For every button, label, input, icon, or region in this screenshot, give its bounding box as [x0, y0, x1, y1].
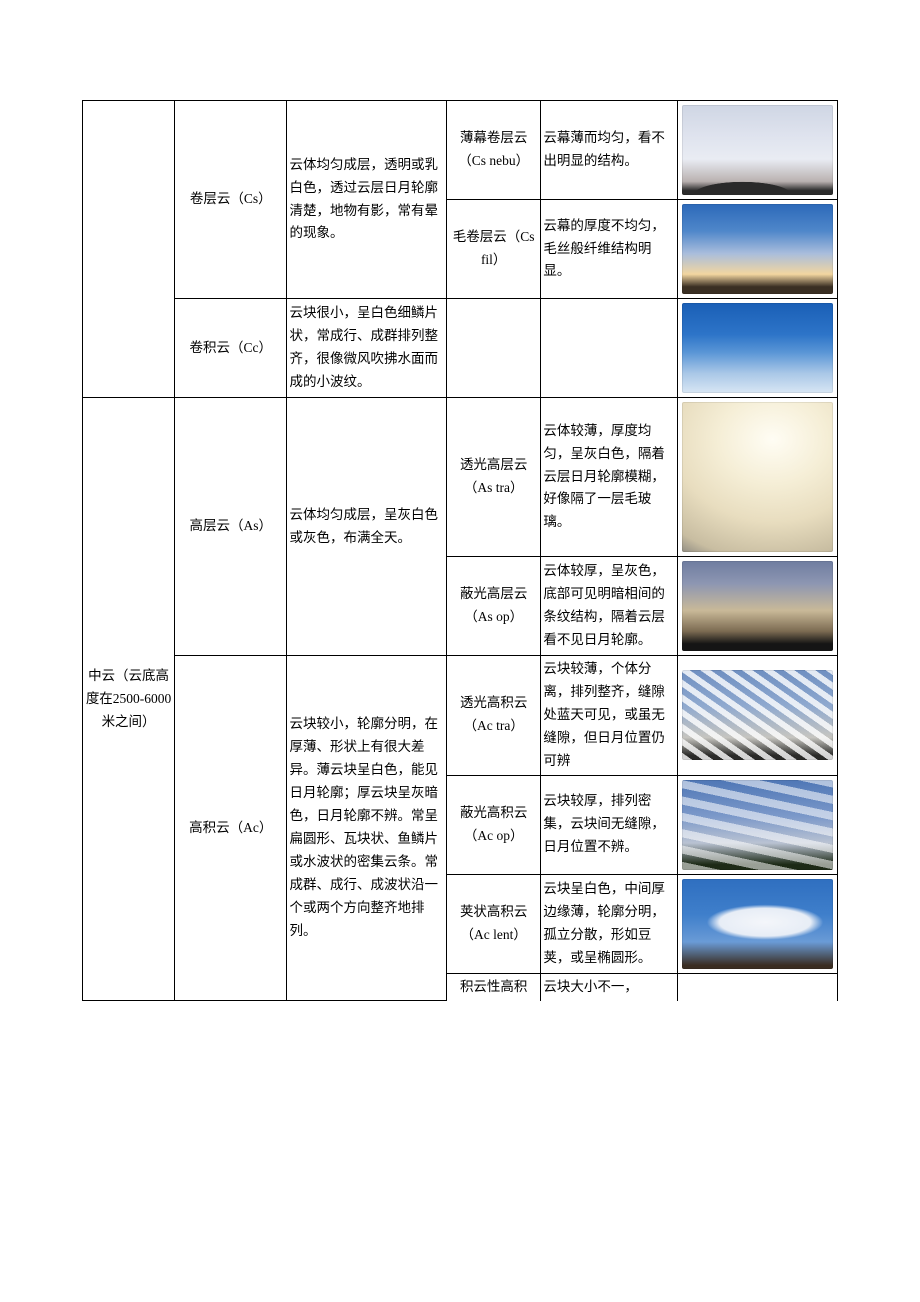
cloud-subtype-cell [447, 299, 541, 398]
cloud-image-cell [678, 656, 838, 776]
cloud-type-cell: 高层云（As） [175, 398, 287, 656]
cloud-photo [682, 303, 833, 393]
cloud-image-cell [678, 200, 838, 299]
cloud-subtype-desc: 云块大小不一， [541, 973, 678, 1000]
cloud-image-cell [678, 398, 838, 557]
cloud-image-cell [678, 973, 838, 1000]
cloud-image-cell [678, 775, 838, 874]
table-row: 高积云（Ac） 云块较小，轮廓分明，在厚薄、形状上有很大差异。薄云块呈白色，能见… [83, 656, 838, 776]
cloud-subtype-desc: 云块呈白色，中间厚边缘薄，轮廓分明，孤立分散，形如豆荚，或呈椭圆形。 [541, 874, 678, 973]
cloud-type-cell: 卷积云（Cc） [175, 299, 287, 398]
cloud-subtype-cell: 透光高层云（As tra） [447, 398, 541, 557]
cloud-subtype-cell: 蔽光高积云（Ac op） [447, 775, 541, 874]
cloud-photo [682, 879, 833, 969]
cloud-subtype-cell: 蔽光高层云（As op） [447, 557, 541, 656]
cloud-subtype-desc: 云体较薄，厚度均匀，呈灰白色，隔着云层日月轮廓模糊，好像隔了一层毛玻璃。 [541, 398, 678, 557]
cloud-type-cell: 卷层云（Cs） [175, 101, 287, 299]
cloud-subtype-cell: 透光高积云（Ac tra） [447, 656, 541, 776]
cloud-image-cell [678, 874, 838, 973]
document-page: 卷层云（Cs） 云体均匀成层，透明或乳白色，透过云层日月轮廓清楚，地物有影，常有… [0, 0, 920, 1041]
cloud-subtype-cell: 薄幕卷层云（Cs nebu） [447, 101, 541, 200]
cloud-image-cell [678, 101, 838, 200]
cloud-type-cell: 高积云（Ac） [175, 656, 287, 1001]
cloud-subtype-cell: 荚状高积云（Ac lent） [447, 874, 541, 973]
cloud-type-desc: 云体均匀成层，呈灰白色或灰色，布满全天。 [287, 398, 447, 656]
cloud-photo [682, 402, 833, 552]
cloud-image-cell [678, 557, 838, 656]
cloud-type-desc: 云块很小，呈白色细鳞片状，常成行、成群排列整齐，很像微风吹拂水面而成的小波纹。 [287, 299, 447, 398]
cloud-subtype-desc [541, 299, 678, 398]
cloud-subtype-cell: 积云性高积 [447, 973, 541, 1000]
cloud-subtype-desc: 云块较厚，排列密集，云块间无缝隙，日月位置不辨。 [541, 775, 678, 874]
cloud-type-desc: 云块较小，轮廓分明，在厚薄、形状上有很大差异。薄云块呈白色，能见日月轮廓；厚云块… [287, 656, 447, 1001]
cloud-subtype-desc: 云幕薄而均匀，看不出明显的结构。 [541, 101, 678, 200]
cloud-type-desc: 云体均匀成层，透明或乳白色，透过云层日月轮廓清楚，地物有影，常有晕的现象。 [287, 101, 447, 299]
table-row: 卷积云（Cc） 云块很小，呈白色细鳞片状，常成行、成群排列整齐，很像微风吹拂水面… [83, 299, 838, 398]
cloud-photo [682, 561, 833, 651]
cloud-subtype-desc: 云幕的厚度不均匀，毛丝般纤维结构明显。 [541, 200, 678, 299]
category-cell [83, 101, 175, 398]
cloud-subtype-desc: 云体较厚，呈灰色，底部可见明暗相间的条纹结构，隔着云层看不见日月轮廓。 [541, 557, 678, 656]
category-cell: 中云（云底高度在2500-6000米之间） [83, 398, 175, 1001]
cloud-image-cell [678, 299, 838, 398]
cloud-classification-table: 卷层云（Cs） 云体均匀成层，透明或乳白色，透过云层日月轮廓清楚，地物有影，常有… [82, 100, 838, 1001]
cloud-photo [682, 204, 833, 294]
cloud-photo [682, 670, 833, 760]
cloud-subtype-desc: 云块较薄，个体分离，排列整齐，缝隙处蓝天可见，或虽无缝隙，但日月位置仍可辨 [541, 656, 678, 776]
cloud-subtype-cell: 毛卷层云（Cs fil） [447, 200, 541, 299]
cloud-photo [682, 105, 833, 195]
table-row: 中云（云底高度在2500-6000米之间） 高层云（As） 云体均匀成层，呈灰白… [83, 398, 838, 557]
cloud-photo [682, 780, 833, 870]
table-row: 卷层云（Cs） 云体均匀成层，透明或乳白色，透过云层日月轮廓清楚，地物有影，常有… [83, 101, 838, 200]
